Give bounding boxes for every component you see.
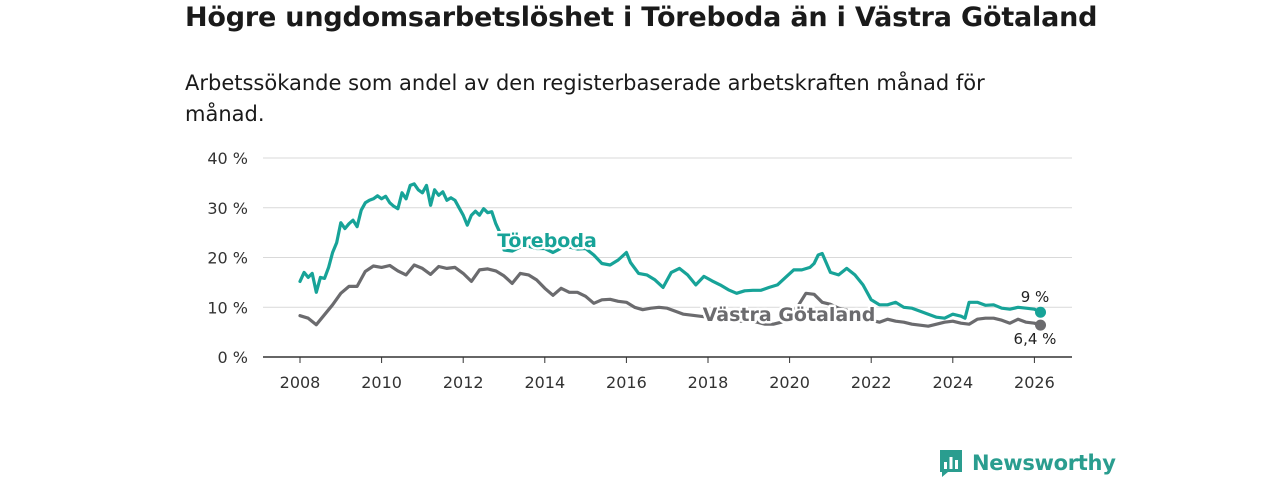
x-tick-label: 2016 — [606, 373, 647, 392]
x-tick-label: 2024 — [932, 373, 973, 392]
newsworthy-logo[interactable]: Newsworthy — [938, 448, 1116, 478]
y-tick-label: 10 % — [207, 298, 248, 317]
x-tick-label: 2012 — [443, 373, 484, 392]
x-tick-label: 2014 — [524, 373, 565, 392]
x-tick-label: 2018 — [688, 373, 729, 392]
x-tick-label: 2020 — [769, 373, 810, 392]
y-tick-label: 40 % — [207, 149, 248, 168]
chart-subtitle: Arbetssökande som andel av den registerb… — [185, 71, 985, 126]
newsworthy-logo-icon — [940, 450, 962, 477]
toreboda-series-label: Töreboda — [497, 230, 597, 252]
y-tick-label: 0 % — [218, 348, 248, 367]
y-tick-label: 30 % — [207, 199, 248, 218]
x-tick-label: 2008 — [280, 373, 321, 392]
vastra-gotaland-end-value-label: 6,4 % — [1014, 330, 1057, 348]
vastra-gotaland-end-point — [1035, 319, 1047, 331]
y-tick-label: 20 % — [207, 249, 248, 268]
vastra-gotaland-line — [298, 263, 1043, 328]
toreboda-end-point — [1035, 306, 1047, 318]
toreboda-line — [298, 182, 1043, 320]
x-tick-label: 2010 — [361, 373, 402, 392]
chart-title: Högre ungdomsarbetslöshet i Töreboda än … — [185, 2, 1098, 33]
x-tick-label: 2026 — [1014, 373, 1055, 392]
brand-name: Newsworthy — [972, 451, 1116, 475]
vastra-gotaland-series-label: Västra Götaland — [703, 304, 876, 326]
x-tick-label: 2022 — [851, 373, 892, 392]
toreboda-end-value-label: 9 % — [1021, 288, 1050, 306]
